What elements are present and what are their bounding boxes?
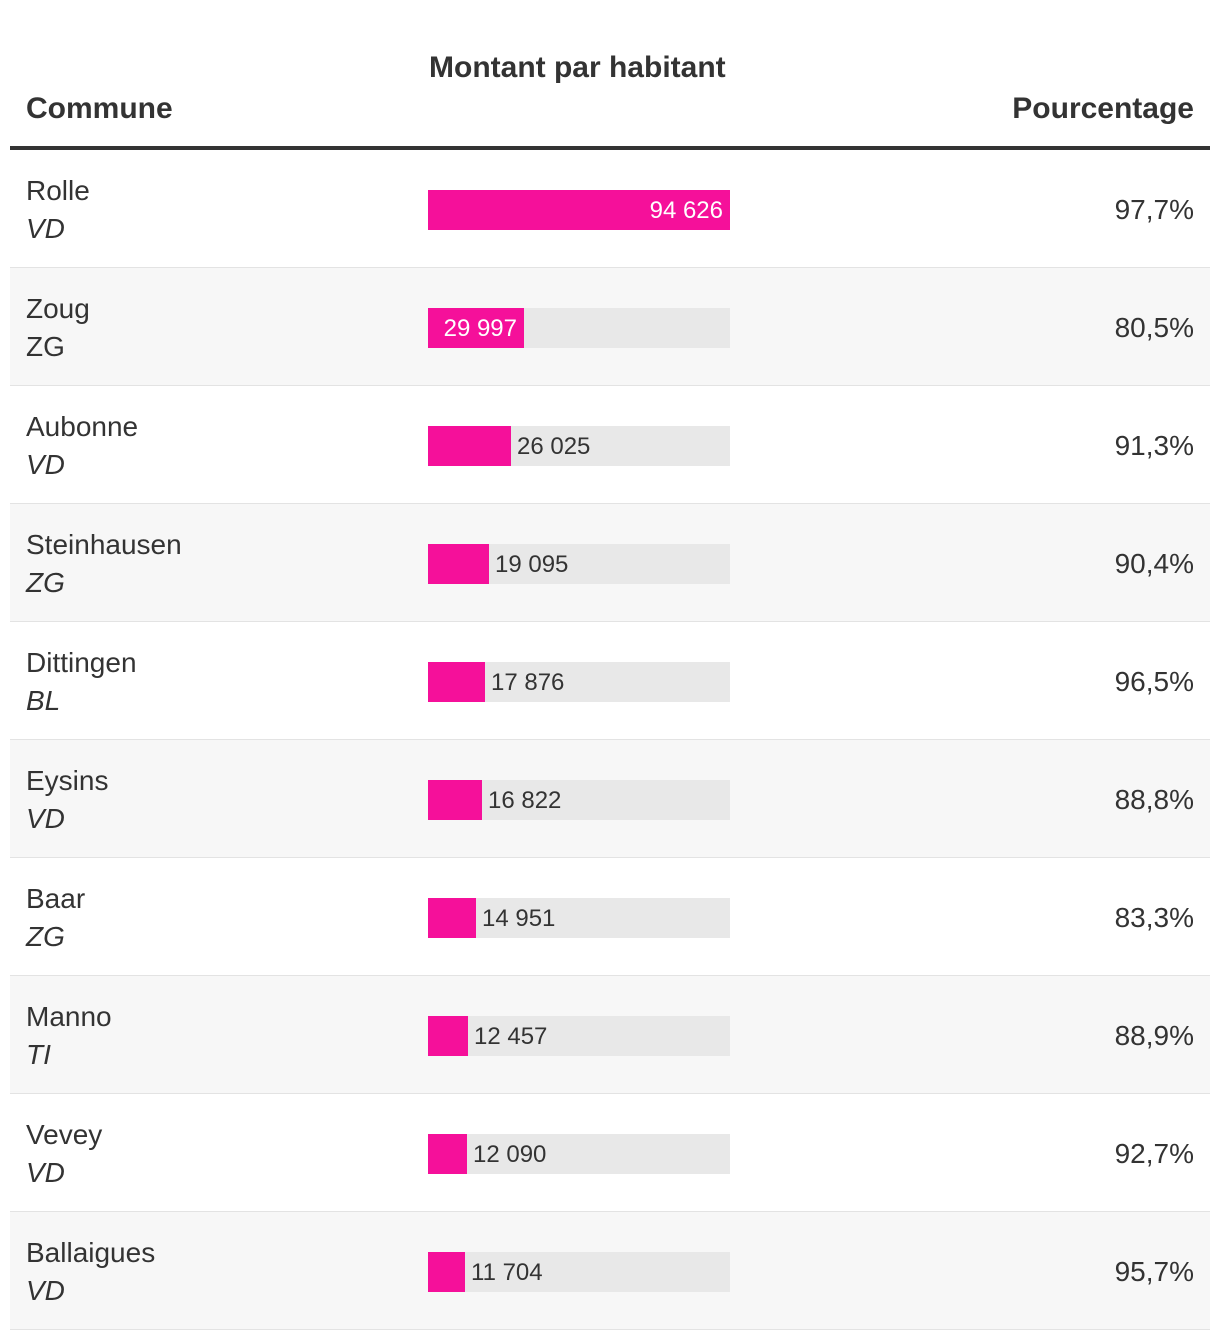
bar-track: 17 876 (428, 662, 730, 702)
bar-dittingen[interactable] (428, 662, 485, 702)
bar-value-label: 94 626 (649, 197, 723, 224)
pourcentage-value: 80,5% (1114, 312, 1194, 343)
canton-code: ZG (26, 567, 65, 598)
commune-name: Aubonne (26, 411, 139, 442)
bar-track: 12 090 (428, 1134, 730, 1174)
canton-code: ZG (26, 331, 65, 362)
table-row: Vevey VD 12 090 92,7% (10, 1094, 1210, 1212)
pourcentage-value: 97,7% (1114, 194, 1194, 225)
commune-name: Zoug (26, 293, 90, 324)
commune-name: Rolle (26, 175, 90, 206)
table-row: Ballaigues VD 11 704 95,7% (10, 1212, 1210, 1330)
table-row: Rolle VD 94 626 97,7% (10, 150, 1210, 268)
pourcentage-value: 88,9% (1114, 1020, 1194, 1051)
header-pourcentage[interactable]: Pourcentage (1012, 92, 1194, 125)
pourcentage-value: 95,7% (1114, 1256, 1194, 1287)
table-row: Eysins VD 16 822 88,8% (10, 740, 1210, 858)
table-body: Rolle VD 94 626 97,7% Zoug ZG 29 997 80,5% Aubon… (10, 150, 1210, 1330)
canton-code: TI (26, 1039, 51, 1070)
pourcentage-value: 96,5% (1114, 666, 1194, 697)
table-row: Aubonne VD 26 025 91,3% (10, 386, 1210, 504)
table-row: Manno TI 12 457 88,9% (10, 976, 1210, 1094)
table-row: Zoug ZG 29 997 80,5% (10, 268, 1210, 386)
bar-ballaigues[interactable] (428, 1252, 465, 1292)
bar-track: 19 095 (428, 544, 730, 584)
bar-value-label: 16 822 (488, 787, 562, 814)
bar-value-label: 19 095 (495, 551, 569, 578)
bar-value-label: 12 090 (473, 1141, 547, 1168)
bar-steinhausen[interactable] (428, 544, 489, 584)
pourcentage-value: 90,4% (1114, 548, 1194, 579)
header-commune[interactable]: Commune (26, 92, 173, 125)
data-table: Commune Montant par habitant Pourcentage… (10, 0, 1210, 1330)
bar-track: 11 704 (428, 1252, 730, 1292)
canton-code: VD (26, 449, 65, 480)
commune-name: Ballaigues (26, 1237, 156, 1268)
commune-name: Steinhausen (26, 529, 182, 560)
commune-name: Dittingen (26, 647, 137, 678)
pourcentage-value: 92,7% (1114, 1138, 1194, 1169)
commune-name: Vevey (26, 1119, 103, 1150)
canton-code: BL (26, 685, 61, 716)
pourcentage-value: 88,8% (1114, 784, 1194, 815)
commune-name: Manno (26, 1001, 112, 1032)
bar-track: 16 822 (428, 780, 730, 820)
commune-name: Eysins (26, 765, 109, 796)
table-row: Baar ZG 14 951 83,3% (10, 858, 1210, 976)
bar-eysins[interactable] (428, 780, 482, 820)
canton-code: VD (26, 803, 65, 834)
table-header: Commune Montant par habitant Pourcentage (10, 0, 1210, 150)
bar-track: 29 997 (428, 308, 730, 348)
bar-manno[interactable] (428, 1016, 468, 1056)
bar-value-label: 26 025 (517, 433, 591, 460)
canton-code: VD (26, 213, 65, 244)
bar-value-label: 29 997 (443, 315, 517, 342)
bar-track: 26 025 (428, 426, 730, 466)
bar-value-label: 17 876 (491, 669, 565, 696)
bar-value-label: 14 951 (482, 905, 556, 932)
canton-code: ZG (26, 921, 65, 952)
bar-track: 94 626 (428, 190, 730, 230)
bar-track: 12 457 (428, 1016, 730, 1056)
bar-baar[interactable] (428, 898, 476, 938)
bar-aubonne[interactable] (428, 426, 511, 466)
bar-zoug[interactable] (428, 308, 524, 348)
bar-value-label: 12 457 (474, 1023, 548, 1050)
canton-code: VD (26, 1275, 65, 1306)
bar-value-label: 11 704 (471, 1259, 543, 1286)
pourcentage-value: 83,3% (1114, 902, 1194, 933)
commune-name: Baar (26, 883, 86, 914)
bar-vevey[interactable] (428, 1134, 467, 1174)
bar-track: 14 951 (428, 898, 730, 938)
bar-rolle[interactable] (428, 190, 730, 230)
header-montant[interactable]: Montant par habitant (429, 51, 726, 84)
pourcentage-value: 91,3% (1114, 430, 1194, 461)
canton-code: VD (26, 1157, 65, 1188)
table-row: Steinhausen ZG 19 095 90,4% (10, 504, 1210, 622)
table-row: Dittingen BL 17 876 96,5% (10, 622, 1210, 740)
